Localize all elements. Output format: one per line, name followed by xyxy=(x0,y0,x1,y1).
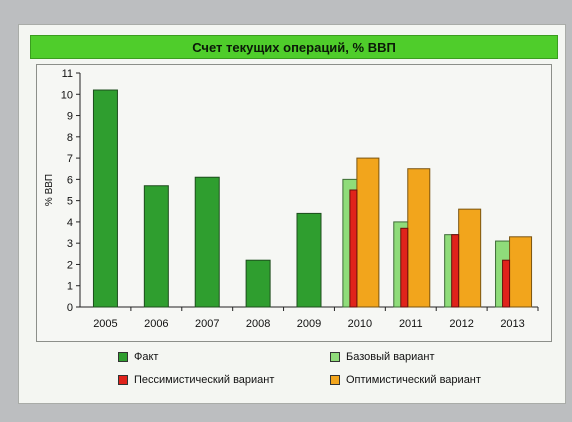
y-axis-label: % ВВП xyxy=(44,174,55,206)
y-tick-label: 4 xyxy=(67,217,73,229)
bar-fact-2005 xyxy=(92,89,118,308)
y-tick-label: 3 xyxy=(67,238,73,250)
y-tick-label: 6 xyxy=(67,174,73,186)
bar-optimistic-2012 xyxy=(458,208,482,308)
bar-optimistic-2011 xyxy=(407,168,431,308)
x-tick-label: 2006 xyxy=(144,318,168,330)
x-tick-label: 2008 xyxy=(246,318,270,330)
bar-pessimistic-2013 xyxy=(502,259,511,308)
bar-fact-2009 xyxy=(296,212,322,308)
y-tick-label: 5 xyxy=(67,196,73,208)
bar-optimistic-2013 xyxy=(509,236,533,308)
bar-optimistic-2010 xyxy=(356,157,380,308)
bar-pessimistic-2010 xyxy=(349,189,358,308)
y-tick-label: 8 xyxy=(67,132,73,144)
y-tick-label: 0 xyxy=(67,302,73,314)
x-tick-label: 2005 xyxy=(93,318,117,330)
bar-pessimistic-2011 xyxy=(400,227,409,308)
x-tick-label: 2010 xyxy=(348,318,372,330)
x-tick-label: 2009 xyxy=(297,318,321,330)
x-tick-label: 2013 xyxy=(500,318,524,330)
y-tick-label: 1 xyxy=(67,281,73,293)
y-tick-label: 11 xyxy=(62,68,73,80)
chart-title: Счет текущих операций, % ВВП xyxy=(192,39,396,55)
chart-title-bar: Счет текущих операций, % ВВП xyxy=(30,35,558,59)
bar-fact-2007 xyxy=(194,176,220,308)
bar-pessimistic-2012 xyxy=(451,234,460,308)
x-tick-label: 2007 xyxy=(195,318,219,330)
y-tick-label: 9 xyxy=(67,111,73,123)
x-tick-label: 2012 xyxy=(449,318,473,330)
y-tick-label: 2 xyxy=(67,259,73,271)
y-tick-label: 10 xyxy=(61,89,73,101)
bar-fact-2006 xyxy=(143,185,169,308)
y-tick-label: 7 xyxy=(67,153,73,165)
x-tick-label: 2011 xyxy=(399,318,423,330)
bar-fact-2008 xyxy=(245,259,271,308)
